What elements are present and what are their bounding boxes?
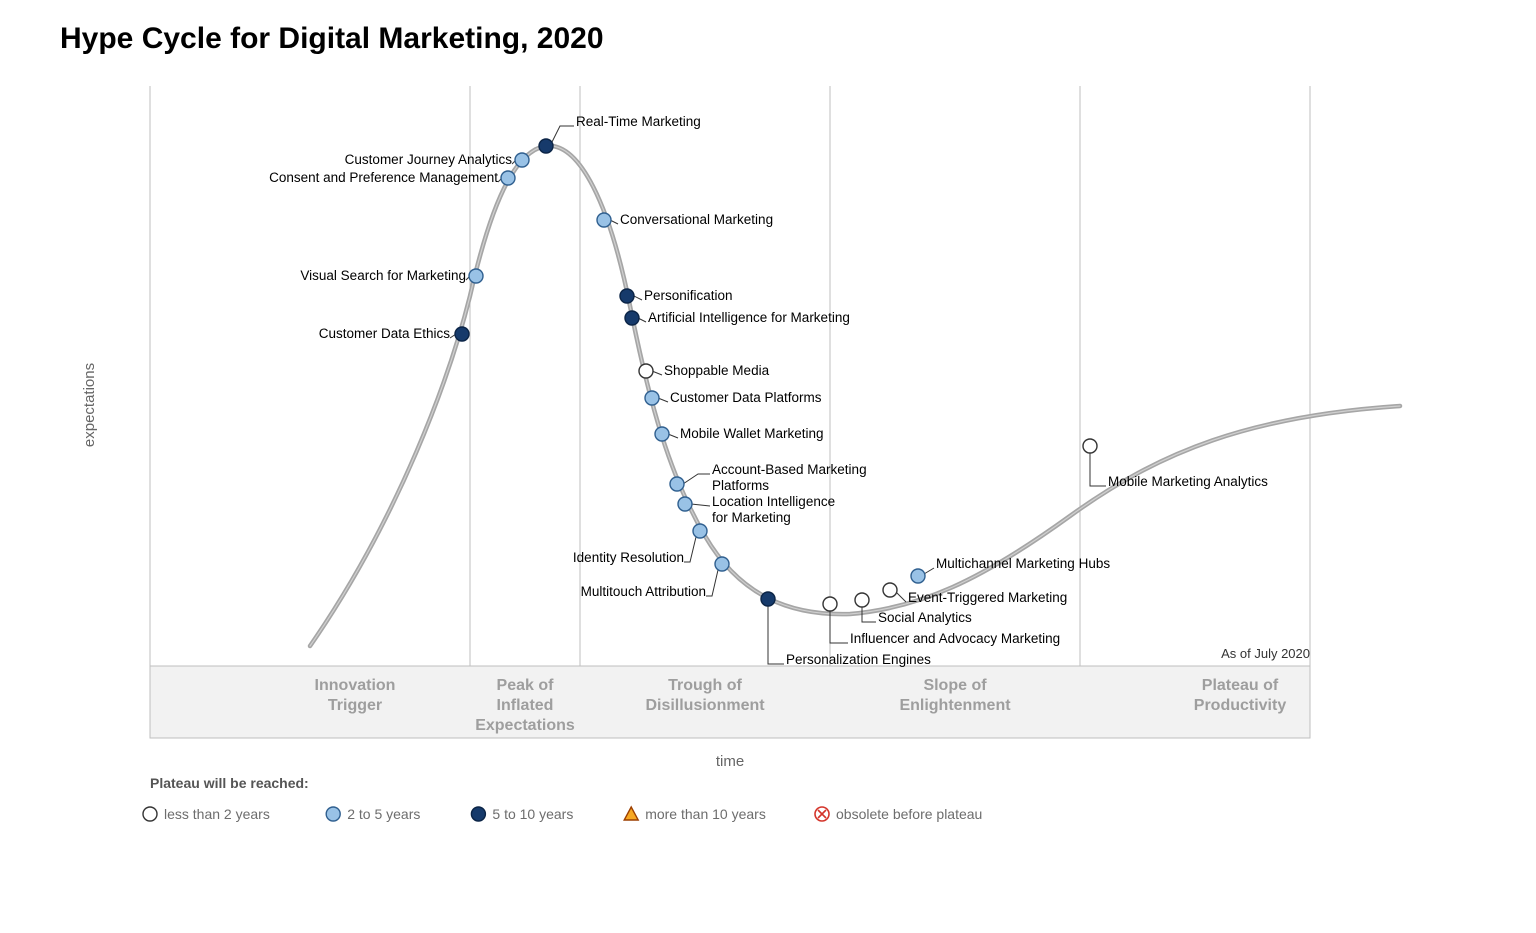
- legend-label: obsolete before plateau: [836, 806, 982, 822]
- data-label: Personification: [644, 288, 733, 303]
- data-label: Mobile Marketing Analytics: [1108, 474, 1268, 489]
- legend-label: less than 2 years: [164, 806, 270, 822]
- phase-label: Slope of: [923, 677, 987, 694]
- data-label: Account-Based Marketing: [712, 462, 867, 477]
- data-label: Real-Time Marketing: [576, 114, 701, 129]
- phase-label: Enlightenment: [899, 697, 1011, 714]
- legend-label: more than 10 years: [645, 806, 766, 822]
- phase-label: Innovation: [315, 677, 396, 694]
- data-marker: [469, 269, 483, 283]
- data-label: Multitouch Attribution: [581, 584, 706, 599]
- data-label: Customer Data Platforms: [670, 390, 822, 405]
- data-label: Customer Data Ethics: [319, 326, 451, 341]
- phase-label: Trigger: [328, 697, 382, 714]
- chart-title: Hype Cycle for Digital Marketing, 2020: [60, 22, 1476, 56]
- data-marker: [761, 592, 775, 606]
- data-marker: [597, 213, 611, 227]
- data-label: for Marketing: [712, 510, 791, 525]
- legend-item: 2 to 5 years: [326, 806, 420, 822]
- data-label: Event-Triggered Marketing: [908, 590, 1067, 605]
- data-marker: [670, 477, 684, 491]
- data-marker: [823, 597, 837, 611]
- data-label: Conversational Marketing: [620, 212, 773, 227]
- as-of-label: As of July 2020: [1221, 646, 1310, 661]
- legend-title: Plateau will be reached:: [150, 775, 309, 791]
- data-label: Shoppable Media: [664, 363, 770, 378]
- data-label: Visual Search for Marketing: [300, 268, 466, 283]
- legend-marker-circle-icon: [143, 807, 157, 821]
- phase-label: Productivity: [1194, 697, 1287, 714]
- data-marker: [645, 391, 659, 405]
- data-label: Artificial Intelligence for Marketing: [648, 310, 850, 325]
- legend-item: more than 10 years: [624, 806, 766, 822]
- data-label: Multichannel Marketing Hubs: [936, 556, 1110, 571]
- phase-label: Trough of: [668, 677, 742, 694]
- data-label: Customer Journey Analytics: [345, 152, 513, 167]
- data-marker: [455, 327, 469, 341]
- data-marker: [625, 311, 639, 325]
- legend-item: obsolete before plateau: [815, 806, 982, 822]
- data-label: Platforms: [712, 478, 769, 493]
- data-label: Influencer and Advocacy Marketing: [850, 631, 1060, 646]
- legend-item: 5 to 10 years: [471, 806, 573, 822]
- phase-label: Inflated: [497, 697, 554, 714]
- legend-marker-circle-icon: [326, 807, 340, 821]
- legend-label: 2 to 5 years: [347, 806, 420, 822]
- data-marker: [883, 583, 897, 597]
- legend-marker-triangle-icon: [624, 807, 638, 820]
- data-marker: [855, 593, 869, 607]
- x-axis-label: time: [716, 753, 744, 770]
- data-marker: [515, 153, 529, 167]
- legend-marker-circle-icon: [471, 807, 485, 821]
- y-axis-label: expectations: [81, 363, 98, 447]
- legend-label: 5 to 10 years: [492, 806, 573, 822]
- data-marker: [715, 557, 729, 571]
- data-marker: [1083, 439, 1097, 453]
- phase-label: Disillusionment: [645, 697, 765, 714]
- hype-cycle-chart: Innovation Trigger Peak of Inflated Expectat…: [60, 66, 1440, 826]
- data-marker: [655, 427, 669, 441]
- phase-label: Expectations: [475, 717, 575, 734]
- data-label: Mobile Wallet Marketing: [680, 426, 824, 441]
- data-marker: [911, 569, 925, 583]
- phase-label: Plateau of: [1202, 677, 1279, 694]
- phase-label: Peak of: [497, 677, 555, 694]
- data-label: Location Intelligence: [712, 494, 835, 509]
- data-label: Personalization Engines: [786, 652, 931, 667]
- data-label: Consent and Preference Management: [269, 170, 498, 185]
- data-label: Social Analytics: [878, 610, 972, 625]
- data-label: Identity Resolution: [573, 550, 684, 565]
- data-marker: [678, 497, 692, 511]
- data-marker: [639, 364, 653, 378]
- data-marker: [620, 289, 634, 303]
- data-marker: [501, 171, 515, 185]
- legend-item: less than 2 years: [143, 806, 270, 822]
- data-marker: [539, 139, 553, 153]
- data-marker: [693, 524, 707, 538]
